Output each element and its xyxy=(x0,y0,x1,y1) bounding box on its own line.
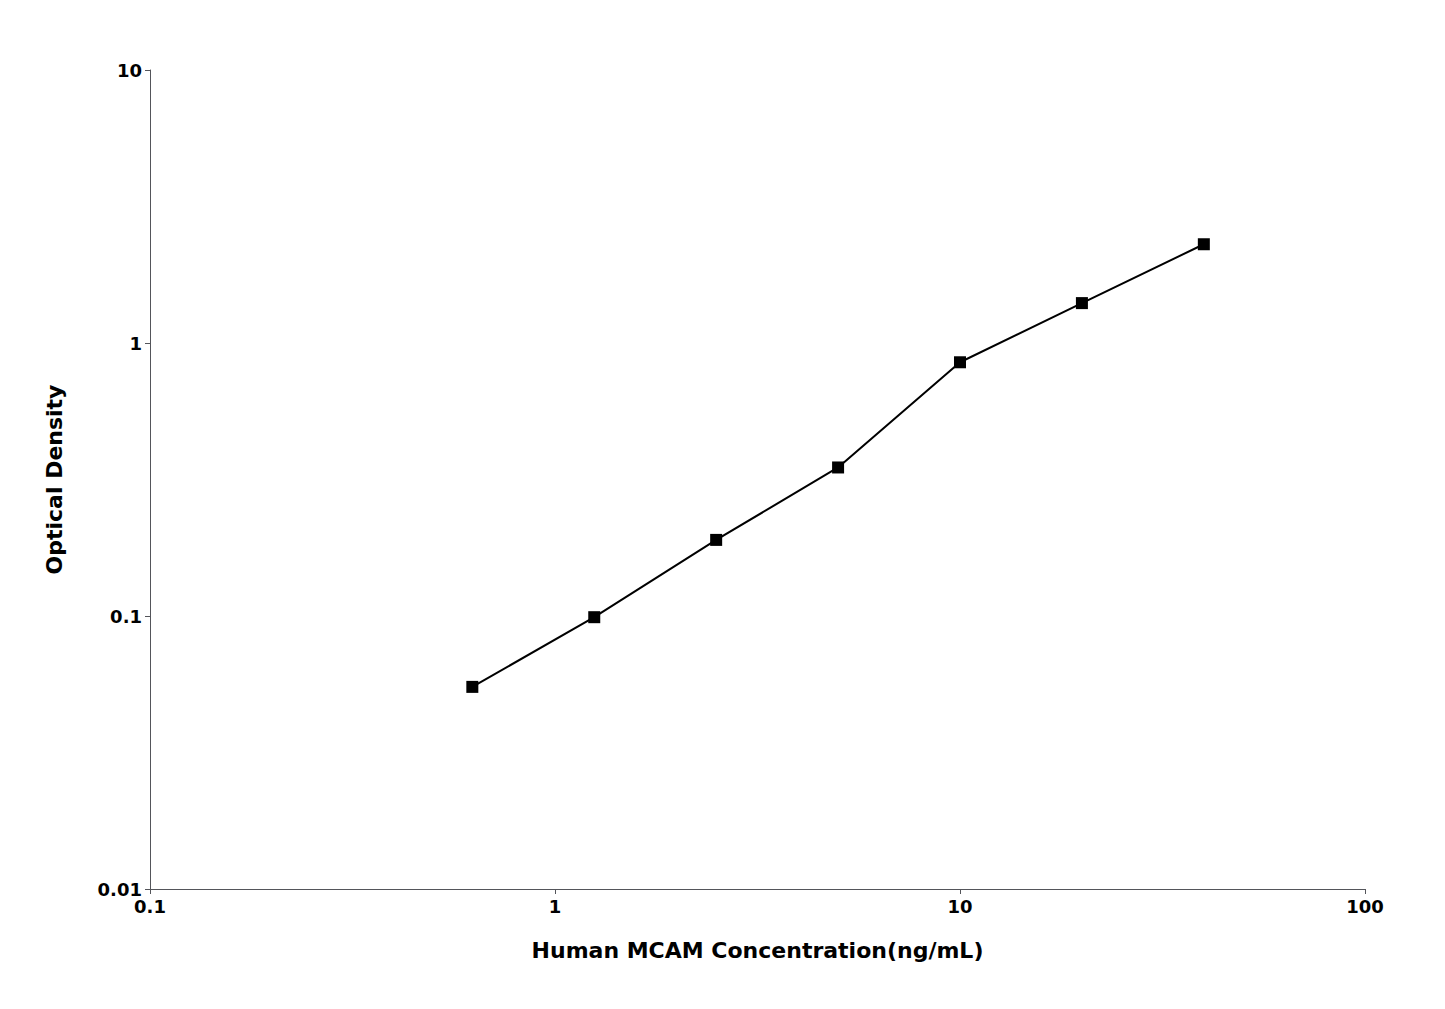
svg-text:Optical Density: Optical Density xyxy=(42,385,67,575)
svg-text:1: 1 xyxy=(549,896,562,917)
svg-text:0.1: 0.1 xyxy=(134,896,166,917)
svg-text:10: 10 xyxy=(117,60,142,81)
svg-text:0.1: 0.1 xyxy=(110,606,142,627)
svg-text:100: 100 xyxy=(1346,896,1384,917)
svg-text:0.01: 0.01 xyxy=(97,878,142,900)
svg-text:Human MCAM Concentration(ng/mL: Human MCAM Concentration(ng/mL) xyxy=(532,938,984,963)
svg-text:1: 1 xyxy=(129,333,142,354)
svg-text:10: 10 xyxy=(947,896,972,917)
